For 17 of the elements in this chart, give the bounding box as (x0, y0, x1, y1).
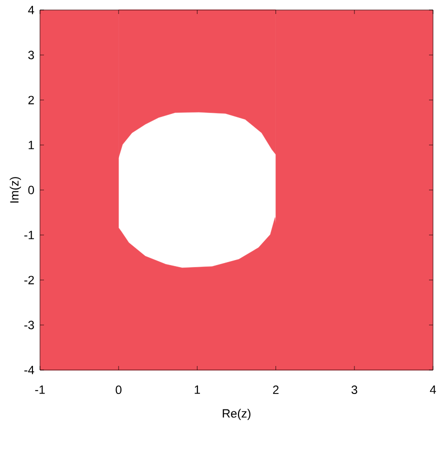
x-tick-label: 1 (194, 386, 200, 394)
x-tick-label: -1 (35, 386, 45, 394)
y-tick-label: 0 (28, 186, 34, 194)
y-tick-label: 1 (28, 140, 34, 150)
y-tick-label: -3 (24, 320, 34, 330)
x-tick-label: 4 (430, 386, 436, 394)
x-axis-title: Re(z) (222, 408, 250, 420)
x-tick-label: 3 (352, 386, 358, 394)
y-tick-label: 3 (28, 50, 34, 60)
x-tick-label: 0 (116, 386, 122, 394)
x-tick-label: 2 (273, 386, 279, 394)
y-tick-label: -1 (24, 230, 34, 240)
y-tick-label: 4 (28, 6, 34, 14)
y-tick-label: 2 (28, 96, 34, 104)
y-axis-title: Im(z) (10, 177, 21, 203)
y-tick-label: -2 (24, 276, 34, 284)
y-tick-label: -4 (24, 366, 34, 374)
